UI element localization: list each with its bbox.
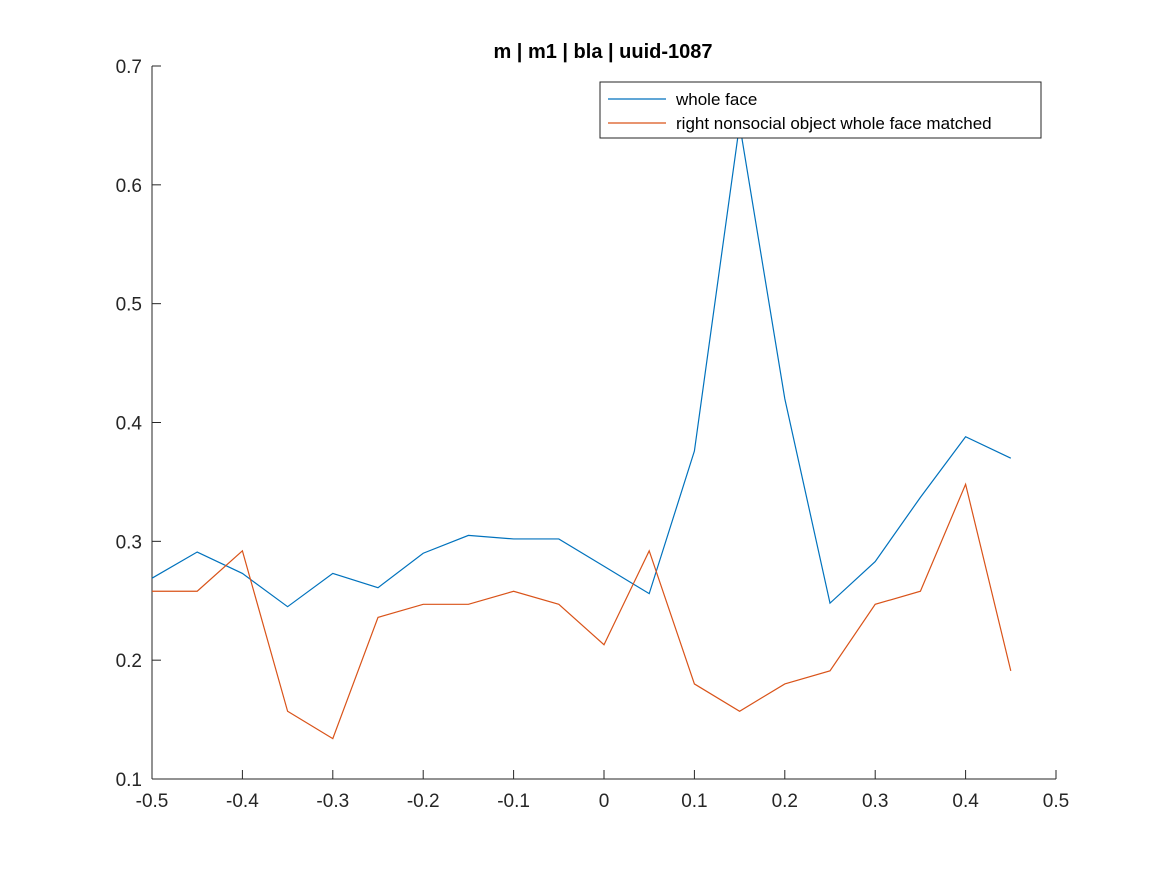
x-tick-label: 0.3 (862, 791, 888, 812)
legend-label: whole face (675, 90, 757, 109)
legend-box (599, 81, 1042, 139)
x-tick-label: -0.3 (316, 791, 349, 812)
x-tick-label: -0.4 (226, 791, 259, 812)
y-tick-label: 0.7 (116, 57, 142, 78)
x-tick-label: -0.2 (407, 791, 440, 812)
legend-label: right nonsocial object whole face matche… (676, 114, 992, 133)
y-tick-label: 0.1 (116, 770, 142, 791)
x-tick-label: 0.2 (772, 791, 798, 812)
x-tick-label: 0.5 (1043, 791, 1069, 812)
axes: -0.5 -0.4 -0.3 -0.2 -0.1 0 0.1 0.2 0.3 0.4 0.5 0.1 0… (116, 57, 1070, 812)
y-tick-label: 0.3 (116, 532, 142, 553)
y-tick-label: 0.4 (116, 414, 143, 435)
x-tick-label: -0.1 (497, 791, 530, 812)
series-line-2 (152, 482, 1012, 740)
y-tick-label: 0.6 (116, 176, 142, 197)
chart-title: m | m1 | bla | uuid-1087 (493, 41, 712, 63)
x-tick-label: 0 (599, 791, 610, 812)
x-tick-label: -0.5 (136, 791, 169, 812)
x-tick-label: 0.4 (952, 791, 979, 812)
series-line-1 (151, 124, 1012, 608)
legend: whole face right nonsocial object whole f… (599, 81, 1042, 139)
x-tick-label: 0.1 (681, 791, 707, 812)
y-tick-label: 0.5 (116, 295, 142, 316)
y-tick-label: 0.2 (116, 651, 142, 672)
series-lines (151, 124, 1012, 740)
